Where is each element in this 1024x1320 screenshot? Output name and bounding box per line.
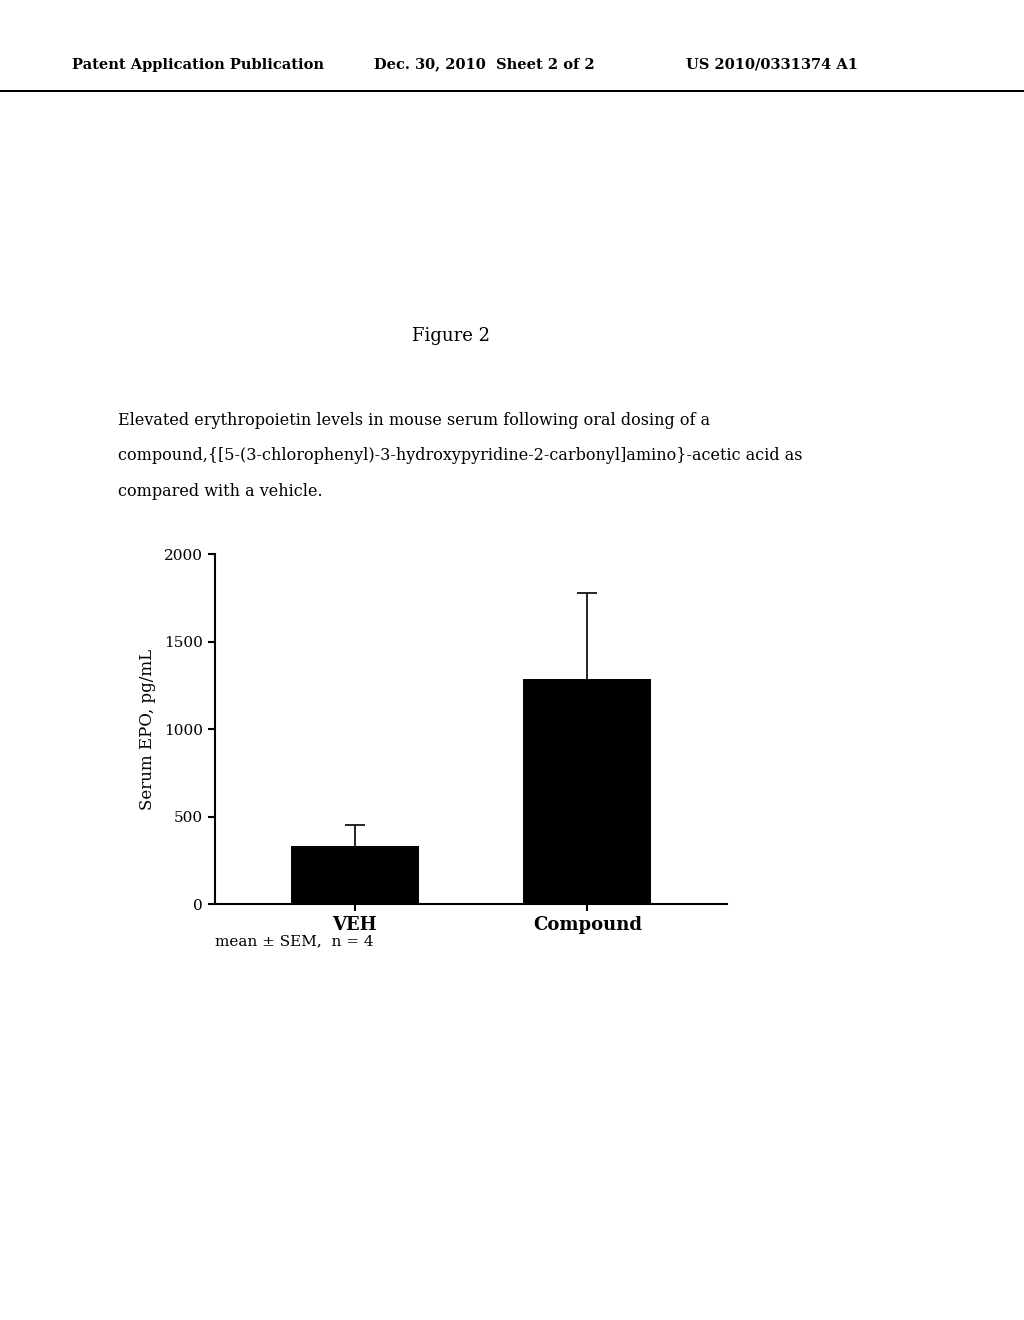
- Text: Dec. 30, 2010  Sheet 2 of 2: Dec. 30, 2010 Sheet 2 of 2: [374, 58, 595, 71]
- Text: Elevated erythropoietin levels in mouse serum following oral dosing of a: Elevated erythropoietin levels in mouse …: [118, 412, 710, 429]
- Text: Figure 2: Figure 2: [412, 327, 489, 346]
- Text: mean ± SEM,  n = 4: mean ± SEM, n = 4: [215, 935, 374, 949]
- Bar: [291, 846, 419, 904]
- Bar: [523, 678, 651, 904]
- Text: compound,{[5-(3-chlorophenyl)-3-hydroxypyridine-2-carbonyl]amino}-acetic acid as: compound,{[5-(3-chlorophenyl)-3-hydroxyp…: [118, 447, 802, 465]
- Y-axis label: Serum EPO, pg/mL: Serum EPO, pg/mL: [139, 648, 156, 810]
- Text: US 2010/0331374 A1: US 2010/0331374 A1: [686, 58, 858, 71]
- Text: compared with a vehicle.: compared with a vehicle.: [118, 483, 323, 500]
- Text: Patent Application Publication: Patent Application Publication: [72, 58, 324, 71]
